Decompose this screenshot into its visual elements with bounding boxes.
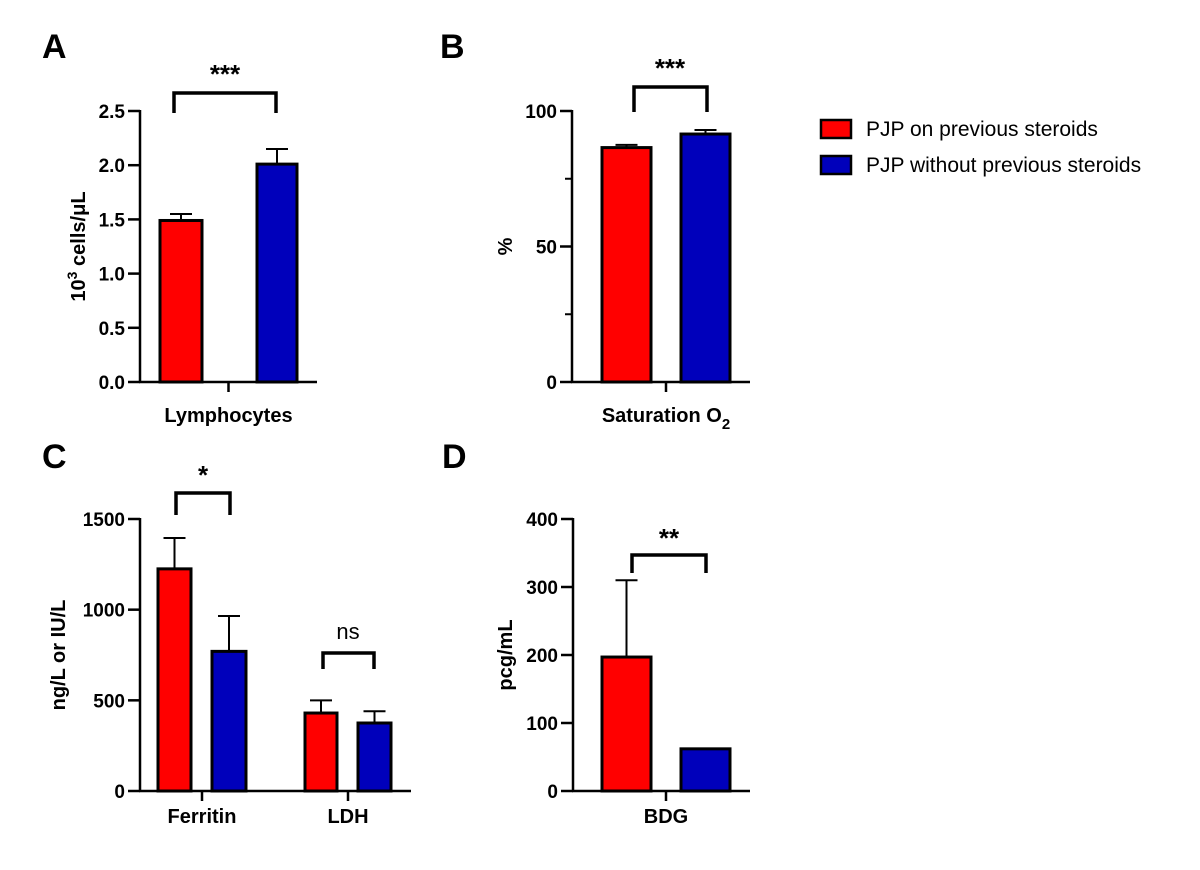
bar <box>679 747 732 793</box>
panel-letter: D <box>442 438 467 476</box>
legend-swatch-steroids <box>819 118 853 140</box>
y-tick-label: 1.0 <box>99 265 125 286</box>
panel-a: A 0.0 0.5 1.0 1.5 2.0 2.5 Lymphocytes 103 cells/… <box>42 28 317 427</box>
y-tick-label: 0 <box>114 782 125 803</box>
y-tick-label: 200 <box>526 646 558 667</box>
y-tick-label: 400 <box>526 510 558 531</box>
y-tick-label: 1.5 <box>99 210 126 231</box>
legend: PJP on previous steroids PJP without pre… <box>819 118 1141 177</box>
significance-label: *** <box>210 59 241 89</box>
significance-bracket <box>630 553 708 573</box>
y-tick-label: 300 <box>526 578 558 599</box>
x-category-label: BDG <box>644 806 688 828</box>
legend-label-steroids: PJP on previous steroids <box>866 118 1098 141</box>
bar <box>156 567 193 793</box>
bar <box>158 218 204 384</box>
bar <box>600 146 653 384</box>
significance-label: *** <box>655 53 686 83</box>
y-tick-label: 500 <box>93 691 125 712</box>
significance-bracket <box>321 651 376 669</box>
bar <box>600 655 653 793</box>
significance-label: ns <box>336 619 359 644</box>
y-axis-label: ng/L or IU/L <box>48 600 70 711</box>
y-tick-label: 1500 <box>83 510 125 531</box>
y-tick-label: 1000 <box>83 601 125 622</box>
panel-letter: A <box>42 28 67 66</box>
panel-letter: B <box>440 28 465 66</box>
legend-swatch-no-steroids <box>819 154 853 176</box>
x-category-label: Ferritin <box>168 806 237 828</box>
legend-label-no-steroids: PJP without previous steroids <box>866 154 1141 177</box>
y-axis-label: 103 cells/μL <box>64 191 90 301</box>
bar <box>679 132 732 384</box>
significance-label: ** <box>659 523 680 553</box>
significance-bracket <box>172 91 278 113</box>
y-axis-label: pcg/mL <box>495 619 517 690</box>
y-tick-label: 0.5 <box>99 319 126 340</box>
bar <box>255 162 299 384</box>
y-tick-label: 2.5 <box>99 102 126 123</box>
y-tick-label: 100 <box>525 102 557 123</box>
y-tick-label: 0.0 <box>99 373 125 394</box>
significance-bracket <box>174 491 232 515</box>
significance-bracket <box>632 85 709 112</box>
y-tick-label: 0 <box>547 782 558 803</box>
panel-b: B 0 50 100 Saturation O2% *** <box>440 28 750 433</box>
x-category-label: Saturation O2 <box>602 405 730 433</box>
y-tick-label: 0 <box>546 373 557 394</box>
significance-label: * <box>198 460 209 490</box>
y-tick-label: 100 <box>526 714 558 735</box>
y-axis-label: % <box>495 237 517 255</box>
bar <box>303 711 339 793</box>
panel-letter: C <box>42 438 67 476</box>
panel-d: D 0 100 200 300 400 BDG pcg/mL ** <box>442 438 750 828</box>
panel-c: C 0 500 1000 1500 Ferritin LDH ng/L or IU/L * ns <box>42 438 411 828</box>
x-category-label: LDH <box>327 806 368 828</box>
bar <box>356 721 393 793</box>
bar <box>210 649 248 793</box>
chart-panels: A 0.0 0.5 1.0 1.5 2.0 2.5 Lymphocytes 103 cells/… <box>42 28 750 828</box>
x-category-label: Lymphocytes <box>164 405 292 427</box>
y-tick-label: 2.0 <box>99 156 125 177</box>
y-tick-label: 50 <box>536 238 557 259</box>
